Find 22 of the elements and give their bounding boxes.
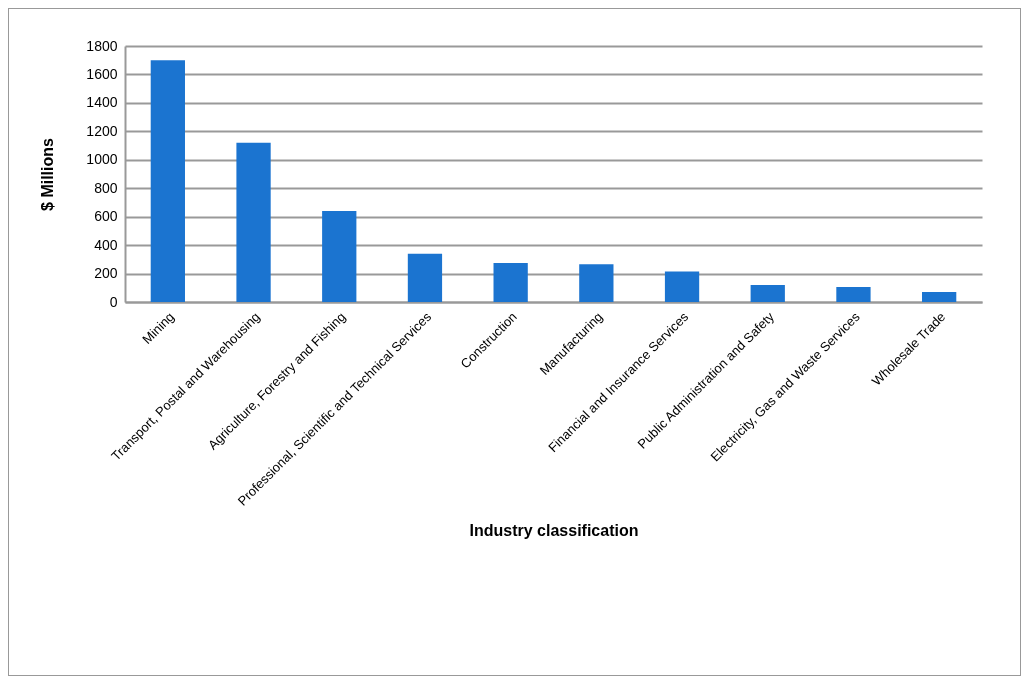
bar <box>922 292 957 302</box>
y-tick-label: 0 <box>109 293 118 310</box>
bar <box>664 271 700 302</box>
bar <box>150 60 185 302</box>
y-tick-label: 1600 <box>86 65 118 82</box>
bar <box>579 264 614 302</box>
y-tick-label: 200 <box>94 265 118 282</box>
x-axis-title: Industry classification <box>469 521 639 539</box>
y-tick-label: 1000 <box>86 151 118 168</box>
y-tick-label: 800 <box>94 179 118 196</box>
y-tick-label: 1800 <box>86 37 118 54</box>
bar <box>322 210 357 302</box>
bar <box>836 287 871 302</box>
bar <box>750 284 785 302</box>
y-tick-label: 400 <box>94 236 118 253</box>
y-tick-label: 600 <box>94 208 118 225</box>
bar <box>407 253 443 302</box>
y-axis-title: $ Millions <box>39 137 57 211</box>
bar <box>236 142 271 302</box>
bar <box>493 262 528 302</box>
y-tick-label: 1200 <box>86 122 118 139</box>
y-tick-label: 1400 <box>86 94 118 111</box>
